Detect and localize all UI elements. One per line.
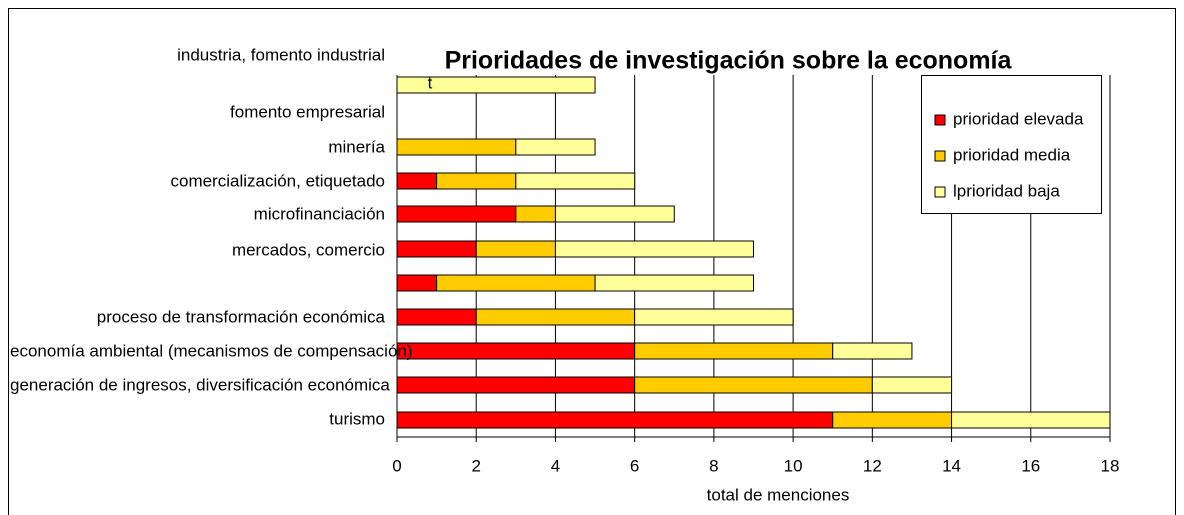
x-tick-label: 0: [392, 456, 401, 475]
y-tick-label: economía ambiental (mecanismos de compen…: [10, 341, 413, 360]
legend-swatch: [934, 186, 946, 198]
bar-segment: [396, 240, 477, 258]
bar-segment: [396, 205, 517, 223]
y-tick-label: generación de ingresos, diversificación …: [10, 375, 390, 394]
bar-segment: [594, 274, 754, 292]
legend-label: prioridad elevada: [953, 109, 1084, 128]
x-tick-label: 14: [942, 456, 961, 475]
bar-segment: [396, 138, 517, 156]
y-tick-label: fomento empresarial: [230, 102, 385, 121]
bar-segment: [396, 172, 438, 190]
y-tick-label: comercialización, etiquetado: [170, 171, 385, 190]
bar-segment: [436, 172, 517, 190]
legend-swatch: [934, 150, 946, 162]
chart-title: Prioridades de investigación sobre la ec…: [445, 47, 1013, 75]
bar-segment: [475, 240, 556, 258]
y-tick-label: industria, fomento industrial: [177, 45, 385, 64]
bar-segment: [554, 205, 675, 223]
y-tick-label: proceso de transformación económica: [97, 307, 386, 326]
y-tick-label: turismo: [329, 409, 385, 428]
bar-segment: [634, 376, 873, 394]
bar-segment: [396, 274, 438, 292]
x-tick-label: 12: [863, 456, 882, 475]
bar-segment: [396, 76, 596, 94]
x-tick-label: 6: [630, 456, 639, 475]
bar-segment: [832, 342, 913, 360]
bar-segment: [396, 376, 636, 394]
legend-box: [921, 75, 1102, 214]
x-tick-label: 16: [1021, 456, 1040, 475]
bar-segment: [554, 240, 755, 258]
bar-segment: [475, 308, 636, 326]
y-tick-label: microfinanciación: [254, 204, 385, 223]
bar-segment: [515, 172, 636, 190]
bar-segment: [634, 342, 834, 360]
bar-segment: [436, 274, 596, 292]
x-tick-label: 2: [471, 456, 480, 475]
bar-segment: [396, 411, 834, 429]
annotation: t: [428, 73, 433, 92]
legend-swatch: [934, 114, 946, 126]
x-tick-label: 8: [709, 456, 718, 475]
legend-label: prioridad media: [953, 145, 1071, 164]
bar-segment: [634, 308, 794, 326]
x-tick-label: 18: [1101, 456, 1120, 475]
y-tick-label: mercados, comercio: [232, 240, 385, 259]
bar-segment: [396, 342, 636, 360]
x-axis-title: total de menciones: [707, 485, 850, 504]
bar-segment: [396, 308, 477, 326]
bar-segment: [951, 411, 1111, 429]
x-tick-label: 10: [784, 456, 803, 475]
bar-segment: [871, 376, 953, 394]
legend-label: lprioridad baja: [953, 181, 1060, 200]
bar-segment: [515, 205, 556, 223]
x-tick-label: 4: [551, 456, 560, 475]
y-tick-label: minería: [328, 137, 385, 156]
bar-segment: [515, 138, 596, 156]
bar-segment: [832, 411, 953, 429]
